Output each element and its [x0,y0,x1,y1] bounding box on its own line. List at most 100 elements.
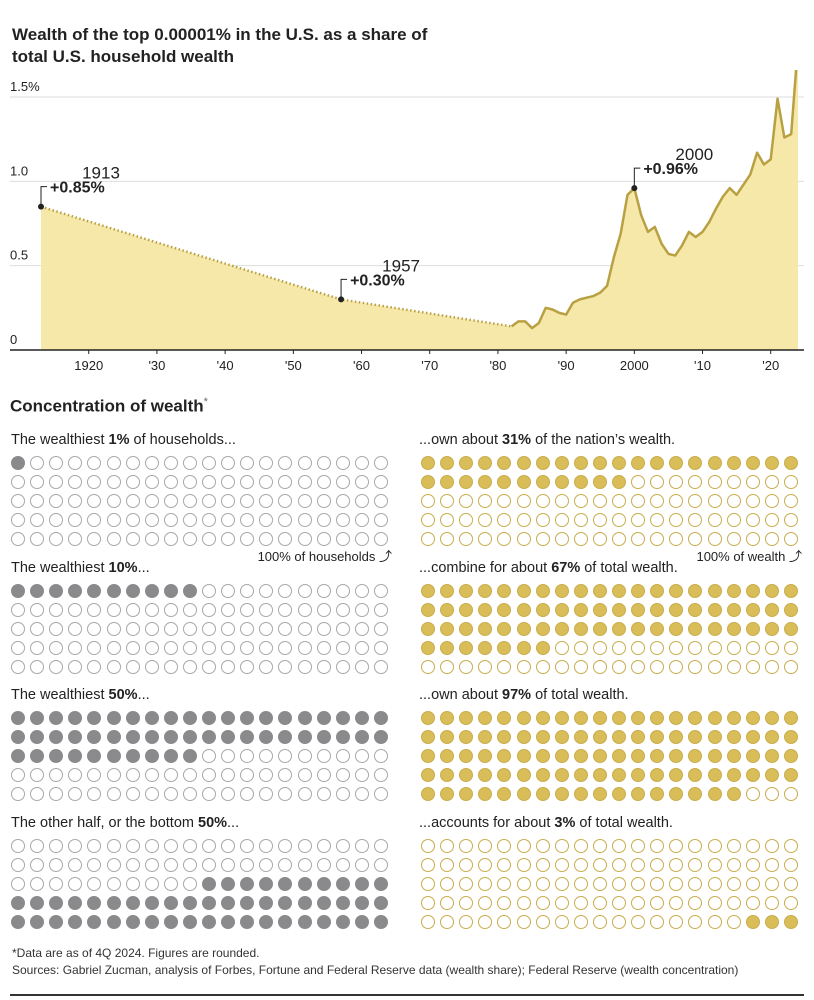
empty-dot [202,641,216,656]
filled-dot [49,730,64,745]
filled-dot [354,877,369,892]
empty-dot [478,532,493,547]
filled-dot [516,603,531,618]
filled-dot [221,915,236,930]
empty-dot [478,513,493,528]
empty-dot [573,915,588,930]
empty-dot [688,877,703,892]
filled-dot [554,475,569,490]
filled-dot [49,711,64,725]
empty-dot [163,641,178,656]
empty-dot [144,768,159,783]
filled-dot [373,711,388,725]
empty-dot [497,839,512,853]
households-waffle [11,584,388,675]
empty-dot [11,532,25,547]
filled-dot [30,896,45,911]
empty-dot [106,787,121,802]
empty-dot [535,839,550,853]
filled-dot [650,456,665,470]
empty-dot [278,584,293,598]
filled-dot [745,749,760,764]
empty-dot [297,513,312,528]
empty-dot [240,475,255,490]
empty-dot [49,603,64,618]
empty-dot [516,660,531,675]
empty-dot [125,660,140,675]
empty-dot [87,839,102,853]
empty-dot [726,858,741,873]
filled-dot [421,456,435,470]
empty-dot [68,494,83,509]
empty-dot [335,513,350,528]
filled-dot [125,584,140,598]
filled-dot [554,603,569,618]
filled-dot [459,730,474,745]
filled-dot [125,749,140,764]
filled-dot [669,456,684,470]
filled-dot [669,622,684,637]
filled-dot [764,584,779,598]
filled-dot [516,749,531,764]
empty-dot [335,858,350,873]
empty-dot [440,915,455,930]
empty-dot [221,749,236,764]
filled-dot [202,915,216,930]
filled-dot [221,730,236,745]
filled-dot [459,475,474,490]
filled-dot [49,896,64,911]
filled-dot [707,768,722,783]
empty-dot [11,858,25,873]
filled-dot [554,768,569,783]
empty-dot [259,768,274,783]
empty-dot [554,915,569,930]
filled-dot [440,622,455,637]
filled-dot [144,915,159,930]
wealth-caption: ...own about 31% of the nation’s wealth. [419,432,676,448]
filled-dot [631,622,646,637]
empty-dot [688,494,703,509]
empty-dot [144,494,159,509]
empty-dot [497,915,512,930]
empty-dot [49,660,64,675]
filled-dot [554,584,569,598]
y-tick-label: 0.5 [10,248,28,263]
empty-dot [221,839,236,853]
filled-dot [259,896,274,911]
filled-dot [516,475,531,490]
filled-dot [163,711,178,725]
filled-dot [516,622,531,637]
filled-dot [650,603,665,618]
filled-dot [335,730,350,745]
filled-dot [373,896,388,911]
empty-dot [354,660,369,675]
annotation-dot [631,185,638,192]
empty-dot [240,494,255,509]
empty-dot [259,641,274,656]
empty-dot [49,768,64,783]
dotted-series-line [40,205,512,328]
filled-dot [631,768,646,783]
empty-dot [421,513,435,528]
empty-dot [612,641,626,656]
filled-dot [707,603,722,618]
filled-dot [726,730,741,745]
y-tick-label: 1.0 [10,163,28,178]
empty-dot [87,494,102,509]
empty-dot [335,475,350,490]
empty-dot [373,749,388,764]
empty-dot [316,456,331,470]
filled-dot [669,711,684,725]
wealth-waffle [421,711,798,802]
empty-dot [478,915,493,930]
filled-dot [240,896,255,911]
empty-dot [516,513,531,528]
empty-dot [650,858,665,873]
empty-dot [106,622,121,637]
empty-dot [440,660,455,675]
empty-dot [297,532,312,547]
x-tick-label: '70 [421,358,438,370]
empty-dot [11,603,25,618]
empty-dot [573,877,588,892]
empty-dot [144,660,159,675]
